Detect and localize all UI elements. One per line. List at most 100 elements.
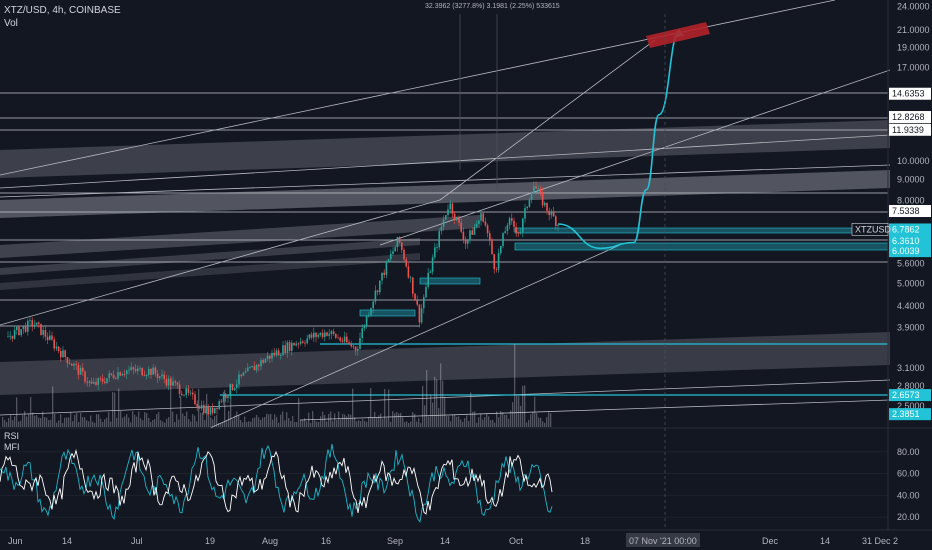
volume-bar xyxy=(442,380,444,427)
volume-bar xyxy=(172,411,174,427)
candle-body xyxy=(110,373,113,375)
mfi-line[interactable] xyxy=(0,443,553,523)
support-band-0 xyxy=(0,120,890,178)
price-tick-label: 2.8000 xyxy=(897,381,925,391)
price-tag-6.7862[interactable]: 6.7862 xyxy=(889,223,931,236)
trend-line-8 xyxy=(299,399,891,421)
volume-bar xyxy=(48,420,50,427)
candle-body xyxy=(115,378,117,379)
candle-body xyxy=(282,345,284,356)
candle-body xyxy=(541,191,544,206)
candle-body xyxy=(214,407,216,414)
candle-body xyxy=(68,363,71,364)
candle-body xyxy=(211,407,214,414)
price-tag-6.3610[interactable]: 6.3610 xyxy=(889,234,931,247)
price-tick-label: 24.0000 xyxy=(897,1,930,11)
main-price-pane[interactable] xyxy=(0,0,891,429)
volume-bar xyxy=(544,422,546,427)
volume-bar xyxy=(240,420,242,427)
candle-body xyxy=(550,211,553,216)
price-tag-text: 12.8268 xyxy=(892,112,925,122)
candle-body xyxy=(489,233,491,241)
candle-body xyxy=(407,266,410,278)
candle-body xyxy=(27,320,29,332)
volume-bar xyxy=(524,385,526,427)
oscillator-tick-label: 40.00 xyxy=(897,490,920,500)
candle-body xyxy=(497,253,500,270)
volume-bar xyxy=(416,421,418,427)
crosshair-time-label: 07 Nov '21 00:00 xyxy=(629,536,697,546)
candle-body xyxy=(495,269,498,270)
volume-bar xyxy=(64,417,66,427)
volume-bar xyxy=(282,411,284,427)
volume-bar xyxy=(522,385,524,427)
price-tag-7.5338[interactable]: 7.5338 xyxy=(889,205,931,218)
support-band-1 xyxy=(0,170,890,218)
price-tag-2.3851[interactable]: 2.3851 xyxy=(889,408,931,421)
candle-body xyxy=(328,333,330,336)
volume-bar xyxy=(474,411,476,427)
candle-body xyxy=(38,322,40,324)
candle-body xyxy=(484,221,487,226)
candle-body xyxy=(84,371,86,382)
volume-bar xyxy=(502,412,504,427)
price-tick-label: 4.4000 xyxy=(897,301,925,311)
price-tag-text: 6.7862 xyxy=(892,224,920,234)
volume-bar xyxy=(464,418,466,427)
volume-bar xyxy=(216,415,218,427)
projection-curve[interactable] xyxy=(558,29,681,250)
candle-body xyxy=(42,330,44,335)
volume-bar xyxy=(186,411,188,427)
candle-body xyxy=(425,286,427,298)
candle-body xyxy=(403,249,405,260)
candle-body xyxy=(176,382,179,385)
volume-bar xyxy=(320,416,322,427)
volume-bar xyxy=(70,412,72,427)
candle-body xyxy=(112,374,115,379)
candle-body xyxy=(117,372,119,379)
volume-bar xyxy=(384,388,386,427)
price-tag-text: 2.3851 xyxy=(892,409,920,419)
candle-body xyxy=(178,384,181,394)
volume-bar xyxy=(364,420,366,427)
candle-body xyxy=(528,199,531,207)
volume-bar xyxy=(114,392,116,427)
rsi-line[interactable] xyxy=(0,448,553,515)
candle-body xyxy=(222,394,225,402)
candle-body xyxy=(260,360,262,367)
price-tag-12.8268[interactable]: 12.8268 xyxy=(889,111,931,124)
volume-bar xyxy=(300,420,302,427)
price-tag-14.6353[interactable]: 14.6353 xyxy=(889,87,931,100)
candle-body xyxy=(409,277,412,279)
volume-bar xyxy=(258,417,260,427)
candle-body xyxy=(141,367,143,376)
candle-body xyxy=(398,237,401,243)
candle-body xyxy=(458,217,460,223)
price-tick-label: 8.0000 xyxy=(897,195,925,205)
candle-body xyxy=(341,340,344,342)
candle-body xyxy=(273,352,275,356)
volume-bar xyxy=(208,415,210,427)
candle-body xyxy=(55,346,58,349)
volume-bar xyxy=(254,417,256,427)
volume-bar xyxy=(152,419,154,427)
rsi-pane[interactable] xyxy=(0,443,888,523)
price-tag-6.0039[interactable]: 6.0039 xyxy=(889,245,931,258)
volume-bar xyxy=(120,411,122,427)
candle-body xyxy=(167,378,170,386)
volume-bar xyxy=(170,387,172,427)
volume-bar xyxy=(252,418,254,427)
candle-body xyxy=(390,253,392,260)
candlestick-series[interactable] xyxy=(7,181,559,417)
candle-body xyxy=(35,322,38,325)
volume-bar xyxy=(438,408,440,427)
volume-bar xyxy=(100,418,102,427)
volume-bar xyxy=(56,422,58,427)
candle-body xyxy=(227,395,229,399)
volume-bar xyxy=(510,410,512,427)
price-tag-11.9339[interactable]: 11.9339 xyxy=(889,123,931,136)
candle-body xyxy=(486,225,489,234)
support-band-3 xyxy=(0,238,420,275)
price-tag-2.6573[interactable]: 2.6573 xyxy=(889,389,931,402)
